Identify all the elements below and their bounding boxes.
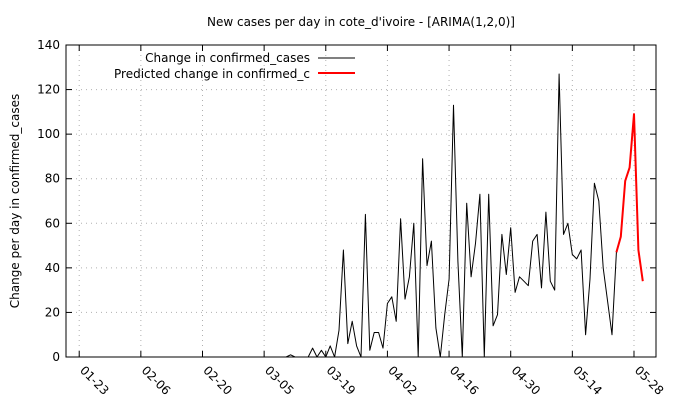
- x-tick-label: 05-14: [570, 363, 605, 398]
- chart-title: New cases per day in cote_d'ivoire - [AR…: [207, 15, 515, 29]
- x-tick-label: 02-20: [200, 363, 235, 398]
- x-tick-label: 02-06: [139, 363, 174, 398]
- x-tick-label: 03-19: [324, 363, 359, 398]
- y-tick-label: 40: [45, 261, 60, 275]
- y-tick-label: 0: [52, 350, 60, 364]
- y-tick-label: 100: [37, 127, 60, 141]
- x-tick-label: 04-02: [385, 363, 420, 398]
- predicted-series-line: [615, 113, 644, 282]
- y-tick-label: 20: [45, 305, 60, 319]
- legend-label-observed: Change in confirmed_cases: [145, 51, 310, 65]
- grid: [66, 45, 656, 357]
- x-tick-label: 04-30: [509, 363, 544, 398]
- x-tick-label: 04-16: [447, 363, 482, 398]
- y-tick-label: 140: [37, 38, 60, 52]
- legend-label-predicted: Predicted change in confirmed_c: [114, 67, 310, 81]
- y-tick-label: 80: [45, 172, 60, 186]
- legend: Change in confirmed_cases Predicted chan…: [114, 51, 355, 81]
- x-tick-label: 03-05: [262, 363, 297, 398]
- y-tick-label: 60: [45, 216, 60, 230]
- observed-series-line: [285, 73, 622, 358]
- y-axis-label: Change per day in confirmed_cases: [8, 94, 22, 309]
- x-tick-label: 05-28: [632, 363, 667, 398]
- plot-frame: [65, 44, 657, 358]
- y-tick-label: 120: [37, 83, 60, 97]
- axes: 0 20 40 60 80 100 120 140 01-23 02-06 02-20 03-05 03…: [37, 38, 666, 398]
- series-layer: [285, 73, 644, 358]
- x-tick-label: 01-23: [77, 363, 112, 398]
